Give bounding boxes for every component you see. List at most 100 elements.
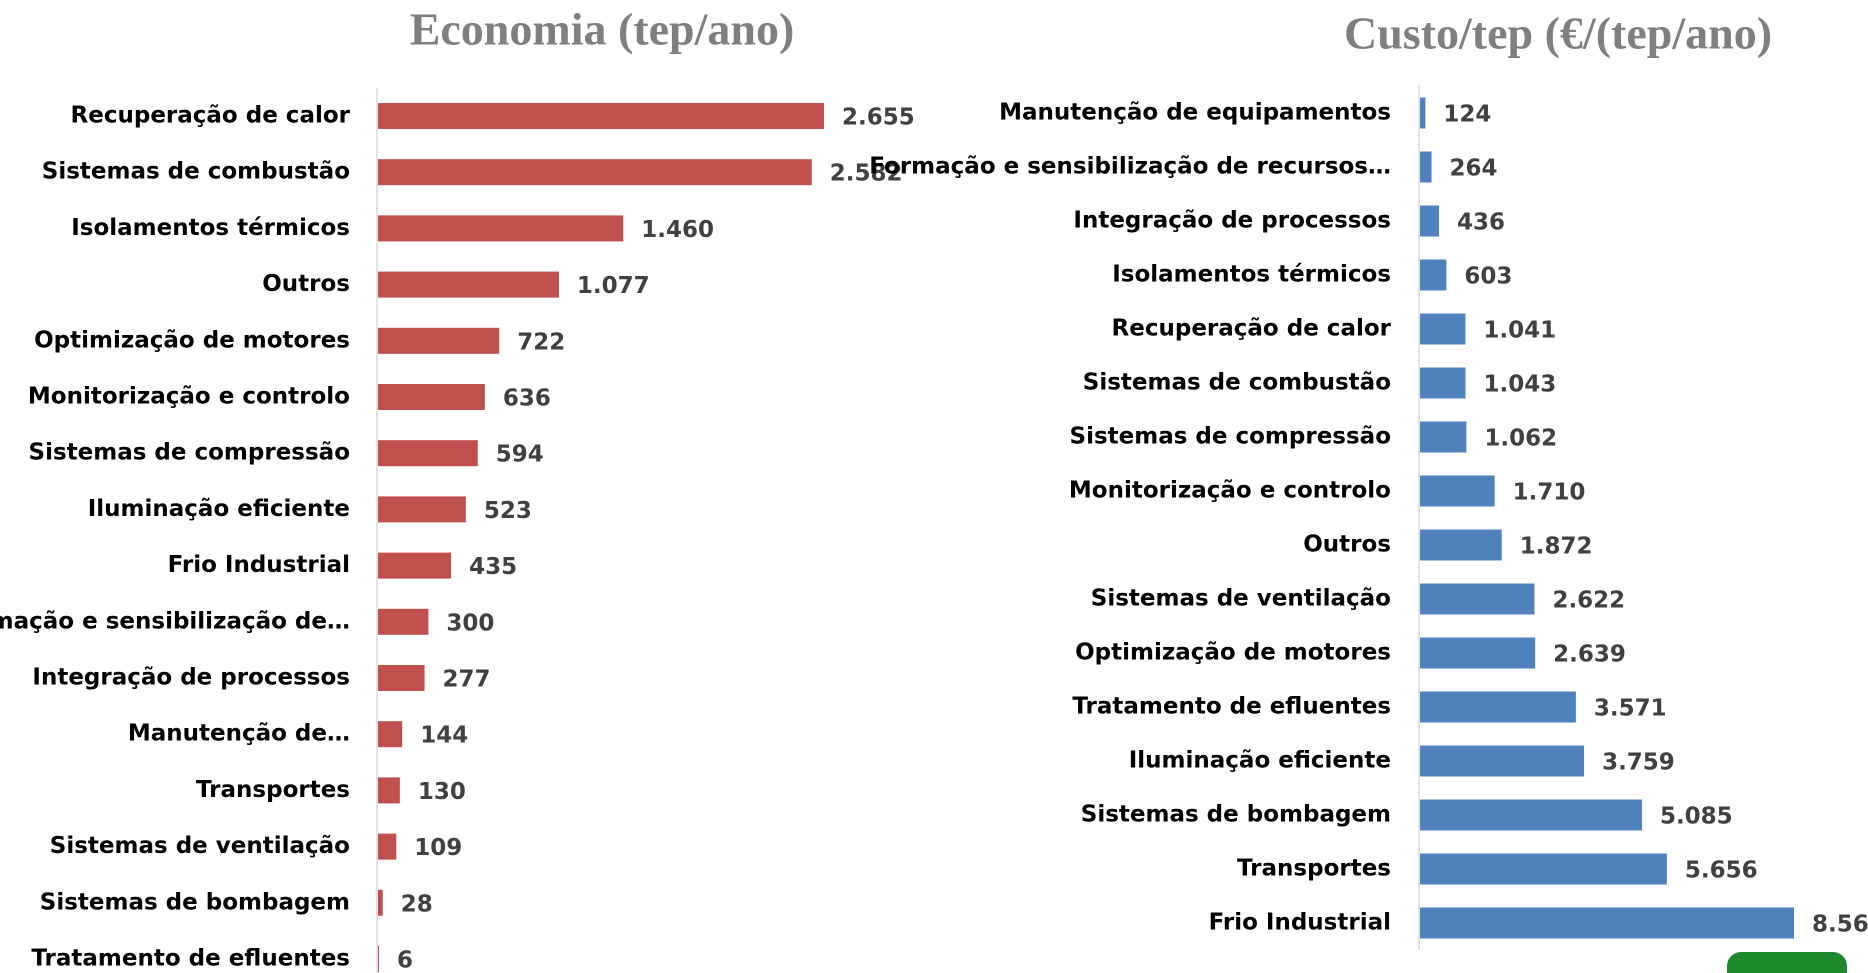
logo bbox=[1727, 952, 1847, 973]
category-label: Transportes bbox=[1237, 856, 1391, 882]
category-label: Formação e sensibilização de… bbox=[0, 608, 350, 634]
chart-title: Economia (tep/ano) bbox=[410, 4, 795, 55]
bar bbox=[1420, 205, 1440, 237]
value-label: 1.041 bbox=[1483, 318, 1556, 344]
bar bbox=[1420, 745, 1585, 777]
value-label: 130 bbox=[418, 779, 466, 805]
category-label: Outros bbox=[262, 271, 350, 297]
bar bbox=[1420, 313, 1466, 345]
bar bbox=[378, 552, 452, 579]
value-label: 2.622 bbox=[1552, 588, 1625, 614]
bar bbox=[378, 833, 397, 860]
value-label: 144 bbox=[420, 723, 468, 749]
bar bbox=[378, 103, 824, 129]
bar bbox=[1420, 853, 1667, 885]
value-label: 2.655 bbox=[842, 105, 915, 131]
category-label: Sistemas de bombagem bbox=[40, 889, 350, 915]
bar bbox=[1420, 637, 1536, 669]
value-label: 300 bbox=[446, 610, 494, 636]
bar bbox=[378, 440, 478, 467]
bar bbox=[378, 384, 485, 410]
value-label: 1.872 bbox=[1520, 534, 1593, 560]
value-label: 722 bbox=[517, 329, 565, 355]
value-label: 436 bbox=[1457, 210, 1505, 236]
category-label: Recuperação de calor bbox=[1112, 316, 1392, 342]
bar bbox=[378, 777, 400, 804]
bar bbox=[1420, 583, 1535, 615]
value-label: 435 bbox=[469, 554, 517, 580]
value-label: 3.759 bbox=[1602, 750, 1675, 776]
value-label: 1.460 bbox=[641, 217, 714, 243]
category-label: Tratamento de efluentes bbox=[31, 946, 350, 972]
category-label: Sistemas de combustão bbox=[1083, 370, 1391, 396]
category-label: Frio Industrial bbox=[1209, 910, 1391, 936]
value-label: 1.062 bbox=[1484, 426, 1557, 452]
category-label: Integração de processos bbox=[1073, 208, 1391, 234]
bar bbox=[378, 665, 425, 691]
category-label: Optimização de motores bbox=[1075, 640, 1391, 666]
bar bbox=[378, 889, 383, 916]
value-label: 8.569 bbox=[1812, 912, 1868, 938]
value-label: 28 bbox=[401, 891, 433, 917]
bar bbox=[378, 946, 380, 972]
value-label: 603 bbox=[1464, 264, 1512, 290]
category-label: Manutenção de equipamentos bbox=[999, 100, 1391, 126]
category-label: Sistemas de bombagem bbox=[1081, 802, 1391, 828]
bar bbox=[378, 608, 429, 635]
value-label: 124 bbox=[1443, 102, 1491, 128]
value-label: 109 bbox=[414, 835, 462, 861]
bar bbox=[1420, 529, 1502, 561]
bar bbox=[1420, 151, 1432, 183]
bar bbox=[378, 215, 624, 242]
value-label: 1.077 bbox=[577, 273, 650, 299]
category-label: Isolamentos térmicos bbox=[1112, 262, 1391, 288]
category-label: Optimização de motores bbox=[34, 327, 350, 353]
value-label: 523 bbox=[484, 498, 532, 524]
category-label: Integração de processos bbox=[32, 665, 350, 691]
value-label: 1.043 bbox=[1484, 372, 1557, 398]
value-label: 6 bbox=[397, 948, 413, 973]
bar bbox=[1420, 259, 1447, 291]
value-label: 277 bbox=[443, 667, 491, 693]
bar bbox=[1420, 97, 1426, 129]
value-label: 264 bbox=[1450, 156, 1498, 182]
category-label: Tratamento de efluentes bbox=[1072, 694, 1391, 720]
category-label: Recuperação de calor bbox=[71, 103, 351, 129]
value-label: 5.656 bbox=[1685, 858, 1758, 884]
bar bbox=[378, 271, 559, 298]
bar bbox=[1420, 421, 1467, 453]
category-label: Isolamentos térmicos bbox=[71, 215, 350, 241]
value-label: 1.710 bbox=[1513, 480, 1586, 506]
bar bbox=[378, 159, 812, 186]
category-label: Sistemas de ventilação bbox=[1091, 586, 1391, 612]
bar bbox=[1420, 691, 1576, 723]
category-label: Sistemas de ventilação bbox=[50, 833, 350, 859]
category-label: Sistemas de combustão bbox=[42, 159, 350, 185]
bar bbox=[378, 327, 500, 354]
value-label: 636 bbox=[503, 386, 551, 412]
category-label: Monitorização e controlo bbox=[28, 384, 350, 410]
category-label: Iluminação eficiente bbox=[1129, 748, 1391, 774]
chart-title: Custo/tep (€/(tep/ano) bbox=[1344, 8, 1772, 59]
bar bbox=[1420, 367, 1466, 399]
value-label: 3.571 bbox=[1594, 696, 1667, 722]
category-label: Sistemas de compressão bbox=[29, 440, 351, 466]
bar bbox=[1420, 907, 1794, 939]
category-label: Manutenção de… bbox=[128, 721, 350, 747]
category-label: Monitorização e controlo bbox=[1069, 478, 1391, 504]
category-label: Frio Industrial bbox=[168, 552, 350, 578]
value-label: 2.639 bbox=[1553, 642, 1626, 668]
category-label: Outros bbox=[1303, 532, 1391, 558]
value-label: 2.582 bbox=[830, 161, 903, 187]
category-label: Sistemas de compressão bbox=[1070, 424, 1392, 450]
bar bbox=[1420, 475, 1495, 507]
value-label: 5.085 bbox=[1660, 804, 1733, 830]
category-label: Formação e sensibilização de recursos… bbox=[869, 154, 1391, 180]
bar bbox=[1420, 799, 1642, 831]
category-label: Transportes bbox=[196, 777, 350, 803]
value-label: 594 bbox=[496, 442, 544, 468]
bar bbox=[378, 496, 466, 523]
category-label: Iluminação eficiente bbox=[88, 496, 350, 522]
bar bbox=[378, 721, 403, 748]
